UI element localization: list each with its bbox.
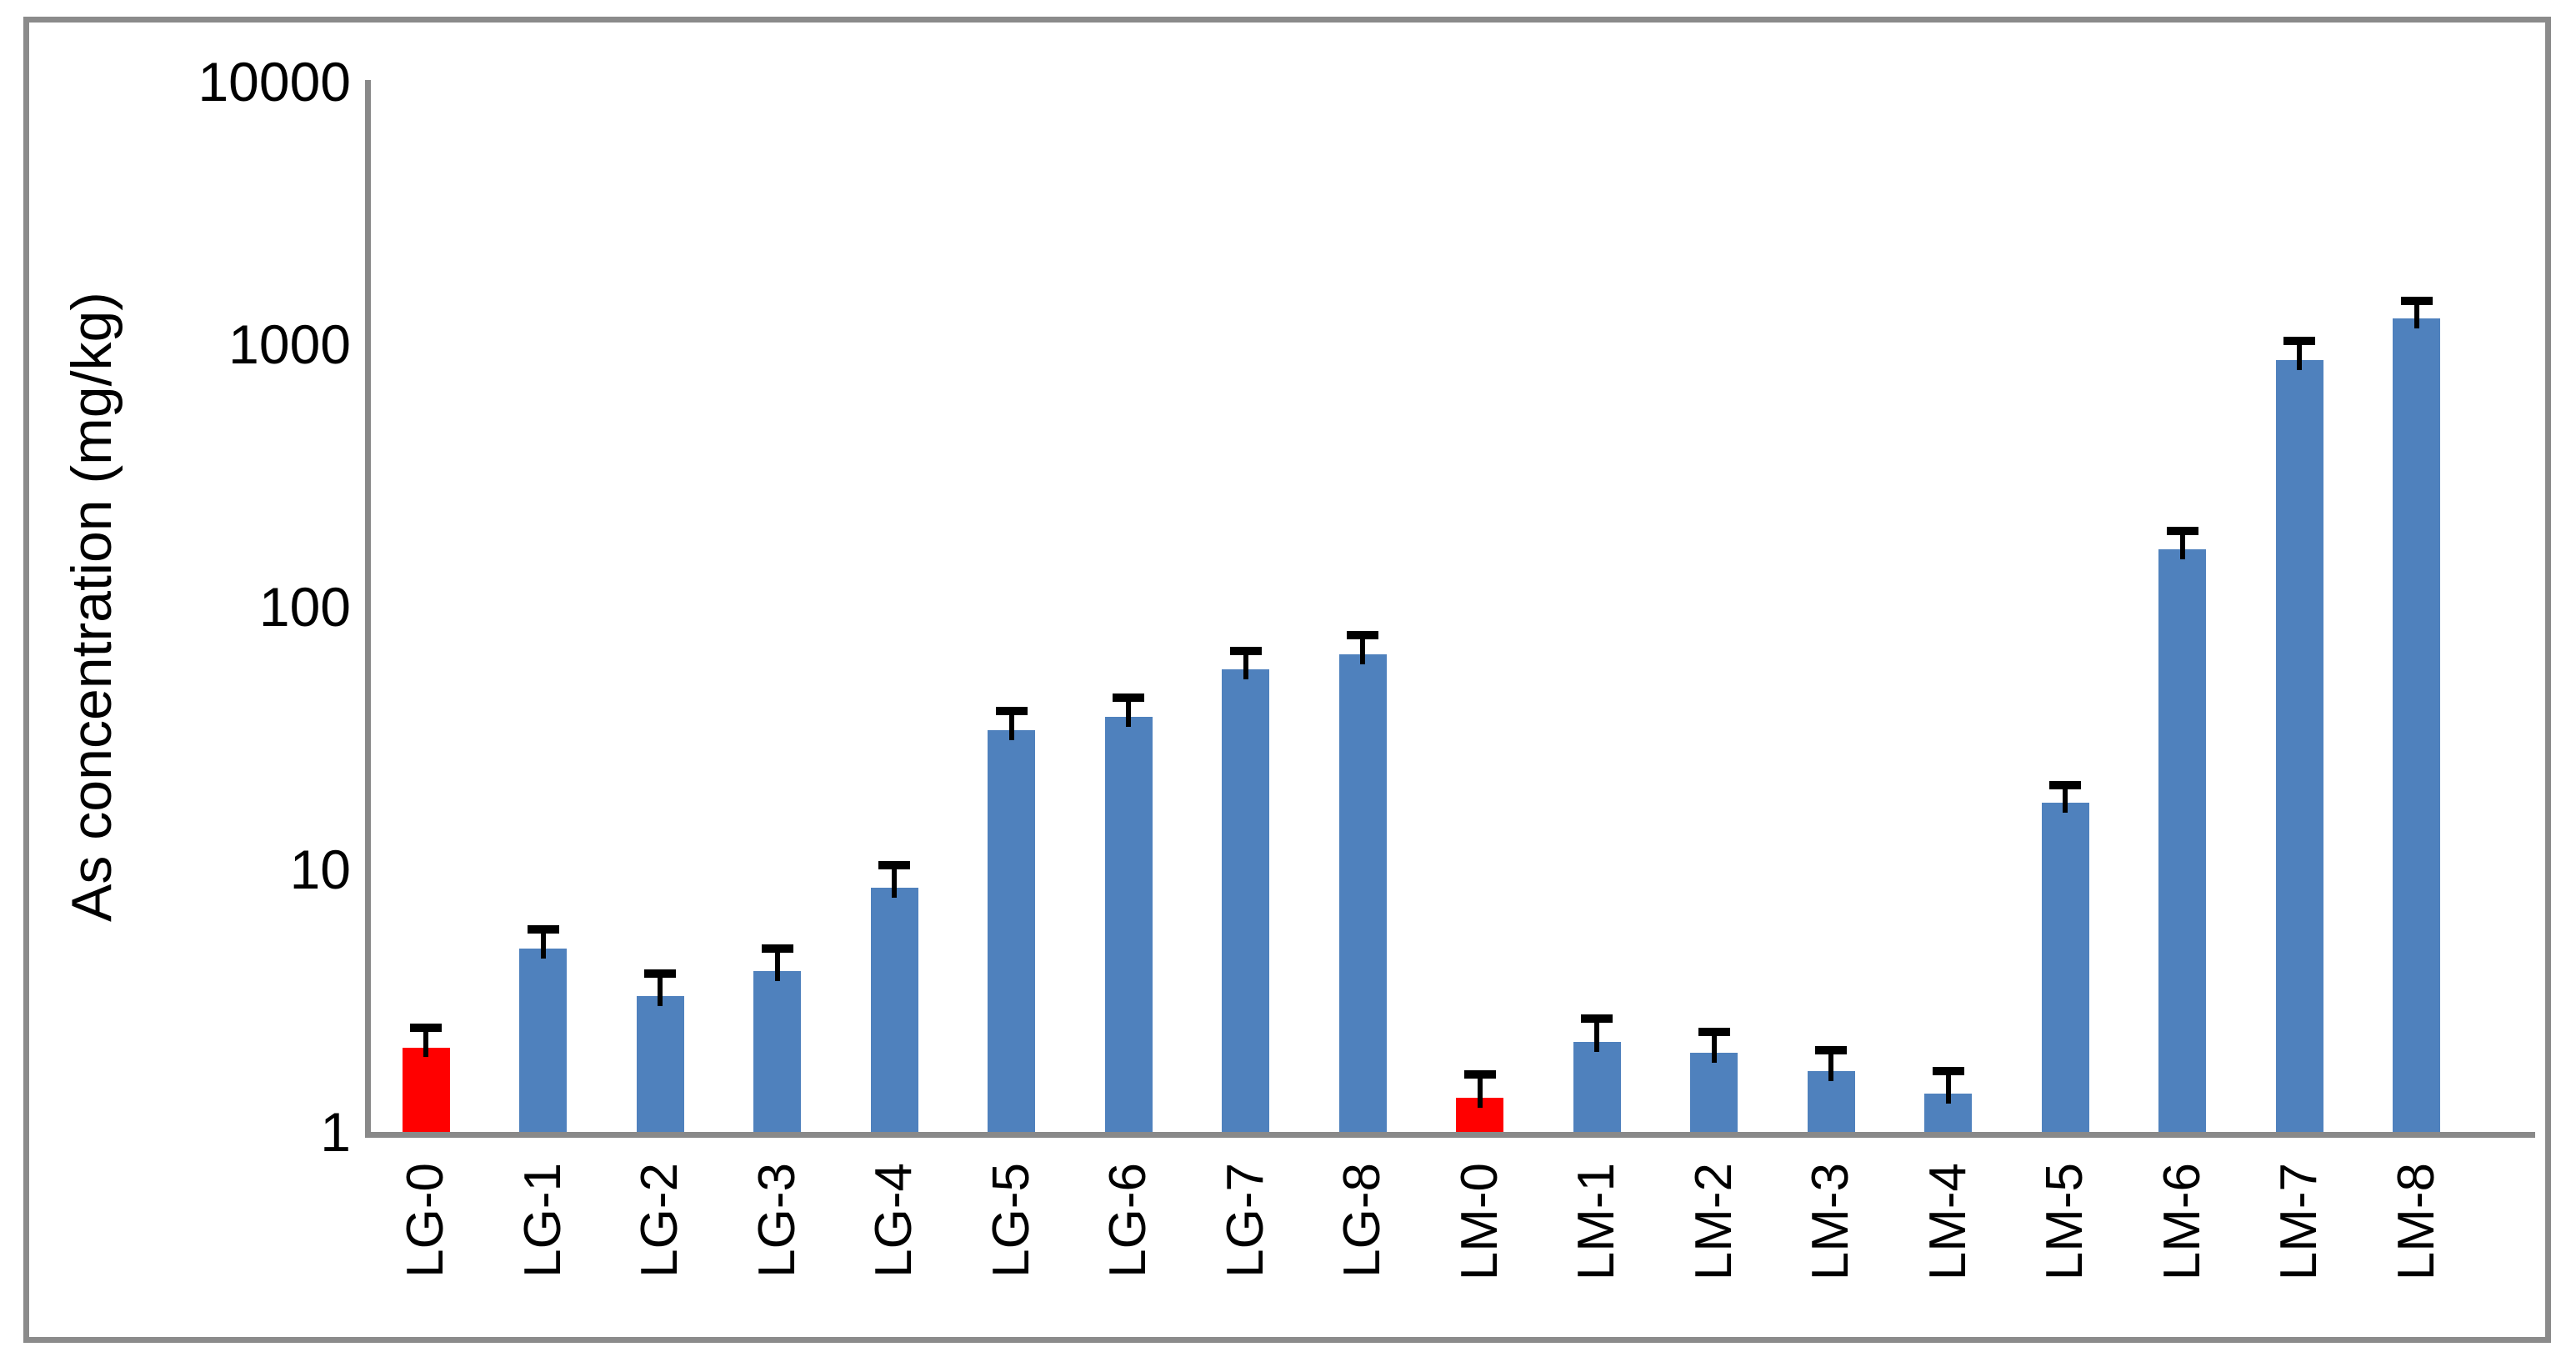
error-bar-cap-LM-7: [2283, 336, 2315, 345]
error-bar-cap-LM-8: [2400, 297, 2433, 306]
bar-LG-7: [1222, 668, 1269, 1132]
y-tick-label-100: 100: [258, 576, 351, 638]
x-axis-line: [365, 1132, 2535, 1138]
error-bar-cap-LG-1: [527, 925, 559, 934]
bar-LM-3: [1807, 1071, 1855, 1132]
bar-LM-7: [2275, 360, 2323, 1132]
bar-LG-0: [402, 1047, 450, 1132]
x-tick-label-LG-1: LG-1: [513, 1163, 572, 1278]
x-tick-label-LG-8: LG-8: [1333, 1163, 1391, 1278]
x-tick-label-LM-6: LM-6: [2153, 1163, 2211, 1281]
bar-LM-2: [1690, 1053, 1738, 1132]
x-tick-label-LG-7: LG-7: [1216, 1163, 1274, 1278]
error-bar-cap-LG-2: [644, 969, 676, 979]
error-bar-cap-LM-5: [2049, 780, 2081, 789]
error-bar-cap-LG-8: [1347, 630, 1378, 639]
error-bar-line-LM-4: [1945, 1071, 1951, 1104]
x-tick-label-LM-2: LM-2: [1684, 1163, 1743, 1281]
x-tick-label-LM-7: LM-7: [2270, 1163, 2328, 1281]
bar-LM-5: [2041, 802, 2089, 1132]
bar-LG-5: [988, 729, 1035, 1132]
bar-LM-8: [2393, 318, 2440, 1132]
error-bar-line-LM-8: [2413, 301, 2419, 329]
error-bar-line-LM-7: [2297, 340, 2302, 371]
error-bar-line-LG-2: [658, 974, 663, 1006]
bar-LM-1: [1573, 1042, 1621, 1132]
bar-LG-4: [870, 888, 918, 1132]
bar-LM-6: [2158, 549, 2206, 1132]
error-bar-cap-LG-3: [761, 944, 793, 953]
bar-LG-6: [1104, 717, 1153, 1132]
error-bar-line-LG-6: [1126, 698, 1131, 728]
y-tick-label-1: 1: [320, 1101, 351, 1163]
bar-LG-2: [636, 995, 684, 1132]
y-tick-label-10: 10: [289, 839, 351, 900]
x-tick-label-LM-4: LM-4: [1918, 1163, 1977, 1281]
y-tick-label-10000: 10000: [198, 51, 351, 113]
error-bar-line-LG-1: [540, 929, 546, 959]
error-bar-line-LM-1: [1594, 1019, 1599, 1053]
x-tick-label-LM-0: LM-0: [1450, 1163, 1508, 1281]
error-bar-cap-LG-7: [1229, 646, 1262, 655]
x-tick-label-LM-8: LM-8: [2387, 1163, 2445, 1281]
x-tick-label-LG-2: LG-2: [631, 1163, 688, 1278]
error-bar-cap-LG-0: [410, 1023, 442, 1032]
error-bar-cap-LM-6: [2166, 526, 2198, 535]
bar-LG-1: [519, 948, 567, 1132]
error-bar-line-LG-0: [423, 1027, 428, 1058]
error-bar-cap-LM-0: [1463, 1070, 1496, 1079]
error-bar-cap-LM-4: [1932, 1067, 1964, 1076]
y-tick-label-1000: 1000: [228, 313, 351, 375]
error-bar-cap-LG-4: [878, 860, 910, 869]
error-bar-line-LG-4: [892, 864, 897, 899]
error-bar-line-LG-8: [1360, 634, 1365, 664]
x-tick-label-LG-5: LG-5: [982, 1163, 1040, 1278]
error-bar-line-LG-3: [774, 948, 780, 981]
x-tick-label-LM-5: LM-5: [2036, 1163, 2093, 1281]
error-bar-cap-LM-1: [1581, 1014, 1613, 1024]
error-bar-line-LM-0: [1477, 1074, 1483, 1108]
error-bar-line-LG-5: [1008, 711, 1014, 740]
x-tick-label-LG-3: LG-3: [748, 1163, 806, 1278]
error-bar-line-LM-6: [2179, 530, 2185, 560]
bar-LG-8: [1338, 653, 1387, 1132]
error-bar-line-LM-2: [1711, 1032, 1717, 1064]
y-axis-line: [365, 80, 371, 1138]
bar-LG-3: [753, 970, 801, 1132]
error-bar-cap-LG-5: [995, 707, 1028, 716]
error-bar-line-LG-7: [1243, 650, 1248, 679]
error-bar-line-LM-5: [2063, 784, 2068, 813]
error-bar-cap-LM-3: [1815, 1045, 1847, 1054]
error-bar-line-LM-3: [1828, 1049, 1833, 1082]
error-bar-cap-LG-6: [1113, 694, 1144, 703]
error-bar-cap-LM-2: [1698, 1028, 1730, 1037]
x-tick-label-LG-0: LG-0: [397, 1163, 454, 1278]
x-tick-label-LG-4: LG-4: [865, 1163, 923, 1278]
x-tick-label-LM-3: LM-3: [1802, 1163, 1859, 1281]
x-tick-label-LM-1: LM-1: [1568, 1163, 1625, 1281]
x-tick-label-LG-6: LG-6: [1099, 1163, 1157, 1278]
